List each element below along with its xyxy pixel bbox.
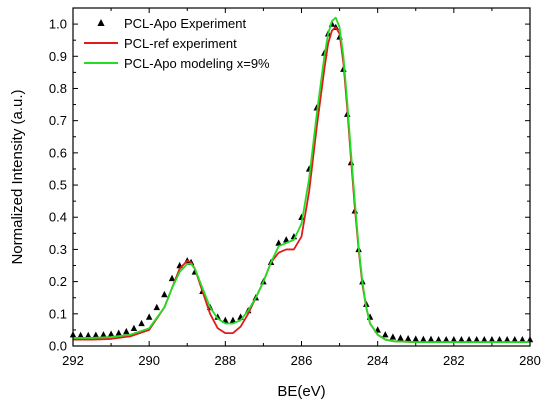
x-axis-label: BE(eV): [277, 383, 325, 400]
data-point: [123, 327, 130, 335]
legend-swatch-pcl-apo-experiment: [97, 19, 105, 26]
x-tick-label: 280: [519, 353, 541, 368]
y-axis-label: Normalized Intensity (a.u.): [9, 89, 26, 264]
data-point: [404, 334, 412, 342]
data-point: [473, 335, 480, 343]
data-point: [503, 335, 511, 343]
series-pcl-apo-modeling-x-9: [73, 16, 530, 344]
data-point: [100, 331, 107, 338]
data-point: [138, 319, 145, 327]
legend: PCL-Apo Experiment PCL-ref experiment PCL-…: [84, 16, 270, 71]
data-point: [229, 316, 237, 323]
y-tick-label: 0.9: [49, 49, 67, 64]
data-point: [145, 313, 153, 320]
data-point: [168, 274, 176, 282]
data-point: [115, 329, 122, 336]
data-point: [481, 335, 488, 343]
data-point: [397, 334, 404, 341]
data-point: [214, 313, 221, 320]
plot-frame: [72, 7, 531, 347]
data-point: [92, 331, 100, 338]
data-point: [275, 239, 282, 246]
data-point: [161, 290, 168, 298]
data-point: [458, 335, 465, 343]
data-point: [412, 335, 419, 342]
x-tick-label: 284: [367, 353, 389, 368]
data-point: [389, 333, 397, 340]
data-point: [420, 335, 427, 342]
axis-tick-labels: 292 290 288 286 284 282 280 0.0 0.1 0.2 0.3 0.4 0.5 0…: [49, 17, 541, 368]
data-point: [442, 335, 450, 343]
y-tick-label: 0.0: [49, 339, 67, 354]
y-tick-label: 0.8: [49, 81, 67, 96]
data-point: [450, 335, 458, 343]
data-point: [283, 236, 290, 243]
data-point: [153, 303, 161, 311]
y-tick-label: 1.0: [49, 17, 67, 32]
data-point: [435, 335, 442, 343]
data-point: [382, 331, 389, 338]
data-point: [488, 335, 496, 343]
x-tick-label: 290: [138, 353, 160, 368]
y-tick-label: 0.3: [49, 242, 67, 257]
legend-label-pcl-apo-experiment: PCL-Apo Experiment: [124, 16, 246, 31]
data-point: [84, 331, 92, 339]
data-point: [130, 324, 138, 331]
y-tick-label: 0.1: [49, 306, 67, 321]
series-pcl-ref-experiment: [73, 26, 530, 344]
x-tick-label: 288: [214, 353, 236, 368]
data-point: [511, 335, 519, 343]
legend-label-pcl-apo-modeling-x-9: PCL-Apo modeling x=9%: [124, 56, 270, 71]
data-point: [496, 335, 503, 343]
data-point: [222, 316, 229, 323]
y-tick-label: 0.4: [49, 210, 67, 225]
data-point: [519, 335, 526, 343]
y-tick-label: 0.5: [49, 178, 67, 193]
data-point: [77, 331, 84, 339]
y-tick-label: 0.6: [49, 145, 67, 160]
x-tick-label: 286: [291, 353, 313, 368]
y-tick-label: 0.2: [49, 274, 67, 289]
data-point: [107, 330, 115, 337]
legend-label-pcl-ref-experiment: PCL-ref experiment: [124, 36, 237, 51]
x-tick-label: 292: [62, 353, 84, 368]
data-point: [465, 335, 473, 343]
plot-series: [69, 16, 534, 344]
data-point: [427, 335, 435, 342]
x-tick-label: 282: [443, 353, 465, 368]
y-tick-label: 0.7: [49, 113, 67, 128]
